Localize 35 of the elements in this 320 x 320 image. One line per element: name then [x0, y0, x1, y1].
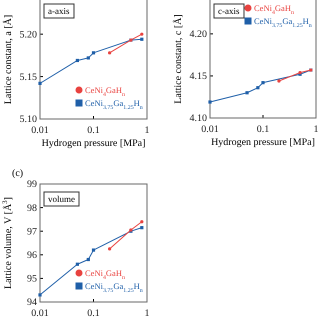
y-tick-label: 4.15: [190, 71, 207, 82]
y-axis-title: Lattice constant, c [Å]: [172, 14, 184, 104]
text: a-axis: [48, 6, 70, 16]
y-tick-label: 99: [27, 179, 37, 190]
text: volume: [48, 194, 75, 204]
x-axis-title: Hydrogen pressure [MPa]: [211, 137, 315, 148]
legend-label: CeNi$_{4}$GaH$_{n}$: [85, 268, 125, 281]
text: c-axis: [218, 6, 240, 16]
x-tick-label: 0.1: [87, 308, 100, 319]
y-tick-label: 96: [27, 250, 37, 261]
legend-label: CeNi$_{3.75}$Ga$_{1.25}$H$_{n}$: [85, 98, 143, 111]
y-tick-label: 98: [27, 202, 37, 214]
y-tick-label: 94: [27, 297, 37, 308]
legend-label: CeNi$_{4}$GaH$_{n}$: [254, 3, 294, 16]
x-tick-label: 1: [314, 124, 318, 135]
text: (c): [12, 168, 24, 179]
y-tick-label: 97: [27, 226, 37, 238]
y-tick-label: 5.15: [20, 72, 37, 83]
legend-label: CeNi$_{4}$GaH$_{n}$: [85, 85, 125, 98]
y-axis-title: Lattice constant, a [Å]: [2, 14, 14, 104]
x-tick-label: 0.1: [87, 125, 100, 136]
y-tick-label: 4.20: [190, 29, 207, 40]
y-tick-label: 5.10: [20, 114, 37, 126]
legend-label: CeNi$_{3.75}$Ga$_{1.25}$H$_{n}$: [85, 281, 143, 294]
x-tick-label: 0.1: [256, 124, 270, 135]
y-tick-label: 95: [27, 274, 37, 285]
legend-label: CeNi$_{3.75}$Ga$_{1.25}$H$_{n}$: [254, 16, 312, 29]
x-tick-label: 0.01: [201, 124, 219, 135]
x-axis-title: Hydrogen pressure [MPa]: [42, 138, 146, 149]
x-tick-label: 1: [144, 125, 150, 136]
x-tick-label: 1: [144, 308, 150, 319]
y-tick-label: 5.20: [20, 29, 37, 40]
x-tick-label: 0.01: [31, 125, 49, 136]
y-tick-label: 4.10: [190, 113, 207, 124]
x-tick-label: 0.01: [31, 308, 49, 319]
